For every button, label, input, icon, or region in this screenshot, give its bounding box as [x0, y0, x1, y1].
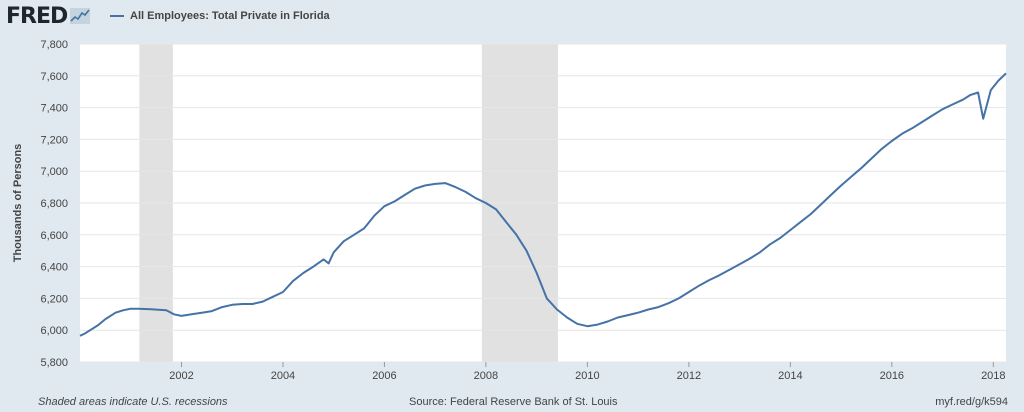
x-axis-ticks: 2002 2004 2006 2008 2010 2012 2014 2016 2018 [169, 362, 1006, 382]
y-tick-label: 7,200 [40, 134, 68, 146]
x-tick-label: 2016 [880, 370, 904, 382]
y-tick-label: 6,000 [40, 325, 68, 337]
y-tick-label: 6,600 [40, 230, 68, 242]
fred-logo[interactable]: FRED [6, 3, 91, 29]
footer: Shaded areas indicate U.S. recessions So… [0, 392, 1024, 412]
y-tick-label: 7,800 [40, 39, 68, 51]
y-tick-label: 6,400 [40, 262, 68, 274]
x-tick-label: 2004 [271, 370, 295, 382]
recession-note: Shaded areas indicate U.S. recessions [38, 396, 228, 408]
x-tick-label: 2002 [169, 370, 193, 382]
y-axis-title: Thousands of Persons [12, 144, 24, 263]
short-url-link[interactable]: myf.red/g/k594 [935, 396, 1008, 408]
gridlines [80, 43, 1006, 363]
legend: All Employees: Total Private in Florida [110, 10, 330, 22]
y-tick-label: 7,600 [40, 71, 68, 83]
x-tick-label: 2012 [677, 370, 701, 382]
y-tick-label: 7,000 [40, 166, 68, 178]
x-tick-label: 2018 [981, 370, 1005, 382]
y-tick-label: 5,800 [40, 357, 68, 369]
legend-line-swatch [110, 15, 124, 17]
legend-series-label: All Employees: Total Private in Florida [130, 10, 330, 22]
x-tick-label: 2014 [778, 370, 802, 382]
sparkline-chart-icon [70, 8, 91, 24]
source-text: Source: Federal Reserve Bank of St. Loui… [409, 396, 618, 408]
line-chart: 5,800 6,000 6,200 6,400 6,600 6,800 7,000 7,200… [12, 39, 1007, 382]
x-tick-label: 2006 [372, 370, 396, 382]
y-tick-label: 7,400 [40, 103, 68, 115]
x-tick-label: 2010 [575, 370, 599, 382]
y-tick-label: 6,200 [40, 293, 68, 305]
y-axis-ticks: 5,800 6,000 6,200 6,400 6,600 6,800 7,000 7,200… [40, 39, 68, 369]
x-tick-label: 2008 [474, 370, 498, 382]
fred-logo-text: FRED [6, 3, 68, 29]
header: FRED All Employees: Total Private in Flo… [0, 0, 1024, 36]
series-line [79, 72, 1007, 337]
y-tick-label: 6,800 [40, 198, 68, 210]
